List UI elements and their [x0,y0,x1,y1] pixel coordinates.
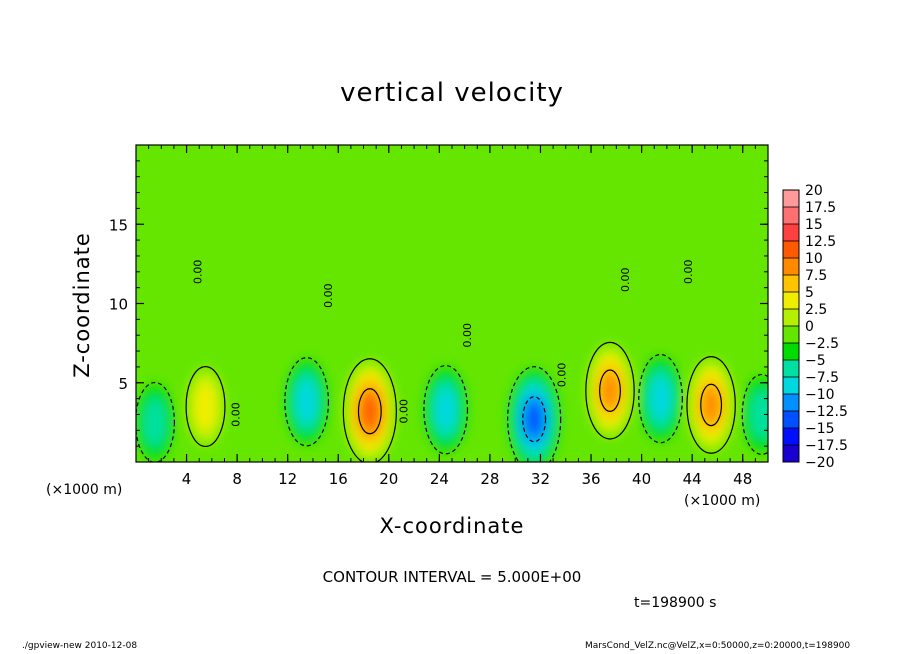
x-tick-label: 32 [531,470,550,488]
colorbar-tick-label: 2.5 [805,302,827,318]
x-tick-label: 36 [581,470,600,488]
contour-line-4 [423,364,469,455]
colorbar-tick-label: 0 [805,319,814,335]
feature-downdraft-7 [639,356,682,441]
contour-line-1 [136,381,175,462]
colorbar-segment [783,190,799,208]
contour-line-8 [686,356,736,454]
colorbar-segment [783,377,799,395]
feature-downdraft-1 [136,384,174,461]
colorbar-tick-label: −20 [805,455,835,471]
colorbar-tick-label: 10 [805,251,823,267]
x-unit-right: (×1000 m) [684,493,761,509]
colorbar-tick-label: 5 [805,285,814,301]
colorbar-segment [783,326,799,344]
contour-label: 0.00 [461,323,474,348]
contour-label: 0.00 [556,363,569,388]
colorbar-segment [783,207,799,225]
colorbar-tick-label: 7.5 [805,268,827,284]
colorbar-tick-label: −12.5 [805,404,848,420]
colorbar-tick-label: −5 [805,353,826,369]
contour-label: 0.00 [230,402,243,427]
colorbar-tick-label: −15 [805,421,835,437]
colorbar-tick-label: 17.5 [805,200,836,216]
contour-label: 0.00 [322,283,335,308]
feature-downdraft-9 [743,376,768,453]
colorbar-tick-label: −2.5 [805,336,839,352]
contour-line-3 [342,358,397,462]
colorbar-segment [783,258,799,276]
x-tick-label: 12 [278,470,297,488]
y-tick-label: 10 [109,296,128,314]
feature-downdraft-5 [508,369,560,462]
feature-downdraft-2 [285,359,328,444]
colorbar-segment [783,445,799,463]
feature-downdraft-4 [424,367,467,452]
colorbar-tick-label: 20 [805,183,823,199]
contour-label: 0.00 [398,399,411,424]
x-tick-label: 48 [733,470,752,488]
contour-line-inner-8 [700,383,723,427]
colorbar-segment [783,241,799,259]
colorbar-segment [783,428,799,446]
colorbar-segment [783,309,799,327]
x-tick-label: 24 [430,470,449,488]
contour-line-2 [284,357,330,447]
x-tick-label: 28 [480,470,499,488]
feature-updraft-6 [587,344,633,437]
colorbar-tick-label: −10 [805,387,835,403]
colorbar-segment [783,411,799,429]
x-tick-label: 44 [683,470,702,488]
x-tick-label: 20 [379,470,398,488]
colorbar-tick-label: 12.5 [805,234,836,250]
x-tick-label: 4 [182,470,192,488]
feature-updraft-0 [187,368,225,445]
program-footer: ./gpview-new 2010-12-08 [22,641,138,651]
contour-line-7 [638,353,683,444]
contour-label: 0.00 [619,267,632,292]
y-tick-label: 5 [118,375,128,393]
contour-line-inner-3 [357,388,382,435]
colorbar-segment [783,394,799,412]
contour-label: 0.00 [682,260,695,285]
y-tick-label: 15 [109,216,128,234]
x-unit-left: (×1000 m) [46,482,123,498]
colorbar-segment [783,343,799,361]
contour-interval-label: CONTOUR INTERVAL = 5.000E+00 [322,568,582,586]
feature-updraft-8 [688,358,735,451]
file-footer: MarsCond_VelZ.nc@VelZ,x=0:50000,z=0:2000… [585,641,851,651]
x-tick-label: 40 [632,470,651,488]
colorbar-tick-label: −7.5 [805,370,839,386]
contour-line-0 [185,366,226,448]
time-label: t=198900 s [634,595,717,611]
x-tick-label: 16 [329,470,348,488]
colorbar-segment [783,224,799,242]
colorbar-tick-label: −17.5 [805,438,848,454]
x-axis-label: X-coordinate [379,514,525,538]
contour-line-inner-6 [599,369,621,412]
chart-title: vertical velocity [340,78,564,108]
colorbar-segment [783,360,799,378]
colorbar-segment [783,292,799,310]
colorbar-tick-label: 15 [805,217,823,233]
x-tick-label: 8 [232,470,242,488]
contour-label: 0.00 [192,260,205,285]
contour-line-inner-5 [522,396,547,443]
contour-line-9 [741,373,768,455]
contour-line-6 [585,341,635,440]
contour-line-5 [507,366,562,462]
feature-updraft-3 [344,361,396,462]
colorbar-segment [783,275,799,293]
